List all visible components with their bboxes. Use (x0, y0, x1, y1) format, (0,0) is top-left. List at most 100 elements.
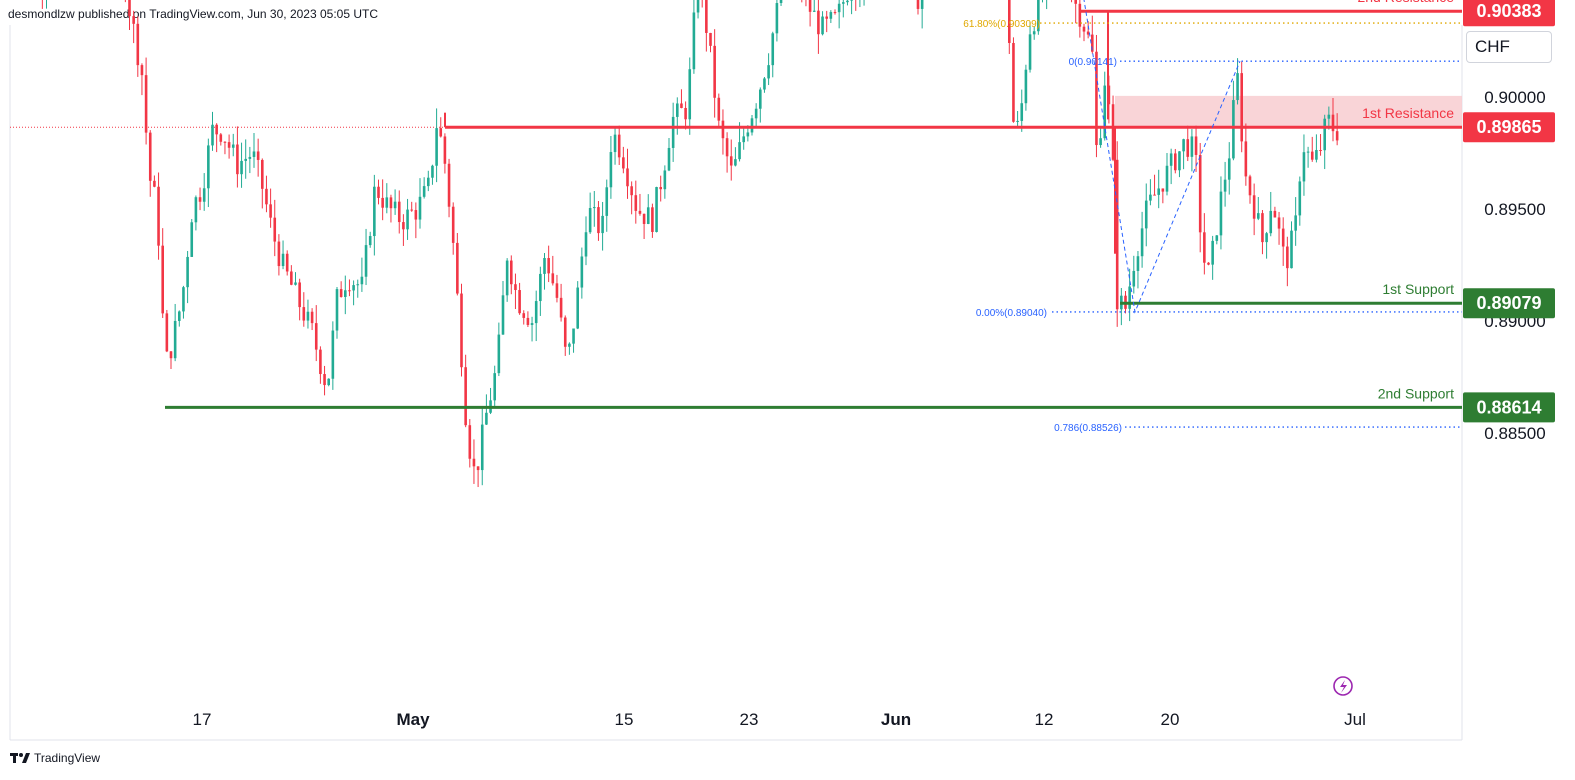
candle (277, 234, 281, 276)
x-tick-label: 12 (1035, 710, 1054, 729)
candle (157, 172, 160, 260)
candle (505, 258, 509, 302)
svg-text:0.89079: 0.89079 (1476, 293, 1541, 313)
candle (431, 164, 434, 185)
candle (352, 280, 355, 306)
candle (261, 158, 264, 209)
candle (775, 0, 779, 42)
candle (721, 109, 725, 155)
candle (1182, 138, 1185, 170)
svg-text:0.89865: 0.89865 (1476, 117, 1541, 137)
lightning-icon[interactable] (1333, 676, 1353, 696)
candle (443, 133, 447, 174)
candle (460, 283, 463, 377)
candle (310, 308, 314, 331)
candle (41, 0, 43, 9)
candle (323, 365, 326, 396)
candle (231, 133, 235, 157)
candle (1042, 0, 1043, 3)
candle (779, 0, 783, 6)
candle (265, 175, 268, 213)
candle (671, 102, 675, 162)
candle (750, 114, 754, 136)
x-tick-label: May (396, 710, 430, 729)
candle (211, 111, 214, 151)
candle (634, 180, 638, 224)
candle (402, 214, 405, 246)
candle (580, 247, 584, 299)
candle (290, 265, 293, 286)
candle (244, 139, 247, 179)
candle (526, 311, 530, 328)
candle (1310, 136, 1314, 162)
candle (1157, 169, 1160, 209)
candle (410, 201, 413, 212)
candle (1319, 134, 1322, 156)
candle (128, 0, 131, 30)
candle (617, 125, 621, 165)
candle (1178, 151, 1181, 178)
candle (1286, 236, 1289, 287)
candle (456, 233, 459, 296)
candle (1132, 255, 1136, 294)
candle (555, 274, 559, 303)
candle (1161, 188, 1165, 204)
candle (1277, 211, 1281, 245)
candle (742, 127, 745, 150)
candle (771, 31, 775, 78)
candle (593, 191, 596, 227)
candle (1078, 0, 1082, 38)
fib-trendline (1083, 0, 1241, 314)
candle (692, 0, 696, 74)
footer: TradingView (10, 751, 100, 765)
candle (825, 10, 828, 33)
candle (1227, 142, 1231, 195)
candle (1315, 134, 1318, 163)
candle (642, 213, 646, 240)
candle (601, 201, 604, 251)
candle (223, 141, 227, 155)
candle (153, 175, 156, 188)
currency-selector[interactable]: CHF (1466, 31, 1552, 63)
fib-label-2: 0(0.90141) (1069, 57, 1117, 68)
candle (302, 292, 306, 327)
x-tick-label: 17 (193, 710, 212, 729)
candle (543, 252, 546, 290)
candle (148, 130, 152, 197)
candle (1335, 113, 1339, 146)
candle (327, 378, 330, 387)
candle (584, 216, 588, 266)
candle (414, 202, 418, 239)
candle (821, 11, 824, 36)
candle (339, 281, 343, 298)
candle (1257, 197, 1260, 221)
candle (485, 394, 488, 425)
candle (754, 103, 758, 129)
candle (285, 250, 289, 276)
candle (684, 101, 687, 130)
candle (497, 322, 501, 377)
candle (817, 0, 820, 54)
candle (489, 387, 492, 415)
candle (829, 10, 833, 24)
candle (638, 193, 642, 216)
candle (801, 0, 803, 3)
candle (1120, 287, 1123, 326)
x-tick-label: Jun (881, 710, 911, 729)
currency-label: CHF (1475, 37, 1510, 56)
tradingview-logo-icon (10, 753, 30, 763)
candle (680, 89, 683, 109)
candle (215, 123, 218, 153)
candle (559, 283, 563, 322)
price-badge-3: 0.88614 (1463, 392, 1555, 423)
candle (1165, 152, 1169, 196)
candle (1032, 26, 1036, 40)
candle (1219, 176, 1223, 250)
candle (1074, 0, 1077, 24)
candle (1240, 61, 1243, 153)
candle (676, 97, 679, 135)
candle (701, 0, 703, 8)
candle (763, 77, 766, 93)
candle (808, 0, 812, 27)
